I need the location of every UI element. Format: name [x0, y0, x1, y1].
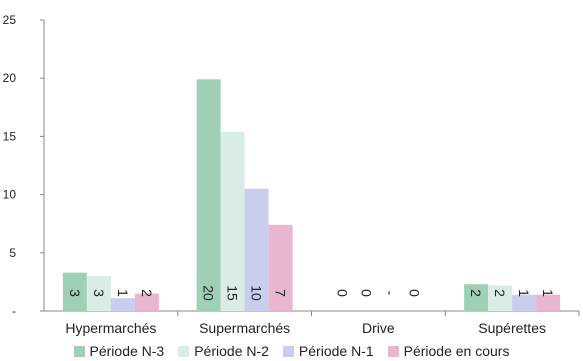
legend-swatch	[282, 345, 294, 357]
data-label: 3	[67, 289, 83, 297]
data-label: 7	[273, 289, 289, 297]
data-labels: 3 3 1 2 20 15 10 7 0 0-0 2 2 1 1	[67, 285, 556, 301]
legend: Période N-3 Période N-2 Période N-1 Période…	[0, 341, 583, 361]
bar	[244, 188, 269, 311]
data-label: -	[382, 291, 398, 296]
x-tick-label: Drive	[362, 320, 395, 336]
legend-label: Période N-3	[89, 343, 165, 359]
data-label: 0	[358, 289, 374, 297]
bars	[62, 79, 561, 311]
bar	[512, 294, 537, 311]
legend-item: Période N-2	[178, 343, 269, 359]
data-label: 0	[406, 289, 422, 297]
x-tick-label: Supérettes	[478, 320, 546, 336]
y-tick-label: 5	[9, 246, 16, 260]
data-label: 15	[225, 285, 241, 301]
y-axis: 25 20 15 10 5 -	[3, 13, 45, 318]
y-tick-label: 20	[3, 71, 17, 85]
bar	[536, 294, 561, 311]
data-label: 10	[249, 285, 265, 301]
data-label: 3	[91, 289, 107, 297]
data-label: 2	[468, 289, 484, 297]
y-tick-label: -	[12, 304, 16, 318]
legend-label: Période N-1	[298, 343, 374, 359]
data-label: 20	[201, 285, 217, 301]
legend-swatch	[73, 345, 85, 357]
data-label: 1	[540, 289, 556, 297]
x-axis: Hypermarchés Supermarchés Drive Supérettes	[44, 310, 580, 336]
x-tick-label: Hypermarchés	[65, 320, 156, 336]
legend-swatch	[178, 345, 190, 357]
data-label: 1	[115, 289, 131, 297]
legend-item: Période en cours	[387, 343, 510, 359]
legend-swatch	[387, 345, 399, 357]
bar	[134, 293, 159, 311]
bar	[488, 285, 513, 311]
data-label: 2	[139, 289, 155, 297]
bar	[62, 272, 87, 311]
y-tick-label: 10	[3, 188, 17, 202]
legend-label: Période N-2	[194, 343, 269, 359]
bar	[464, 284, 489, 311]
data-label: 2	[492, 289, 508, 297]
bar	[196, 79, 221, 311]
x-tick-label: Supermarchés	[199, 320, 290, 336]
bar	[268, 224, 293, 311]
data-label: 1	[516, 289, 532, 297]
data-label: 0	[334, 289, 350, 297]
bar	[86, 276, 111, 311]
bar	[220, 131, 245, 311]
y-tick-label: 25	[3, 13, 17, 27]
legend-item: Période N-3	[73, 343, 165, 359]
y-tick-label: 15	[3, 129, 17, 143]
bar	[110, 298, 135, 311]
legend-label: Période en cours	[403, 343, 510, 359]
legend-item: Période N-1	[282, 343, 374, 359]
